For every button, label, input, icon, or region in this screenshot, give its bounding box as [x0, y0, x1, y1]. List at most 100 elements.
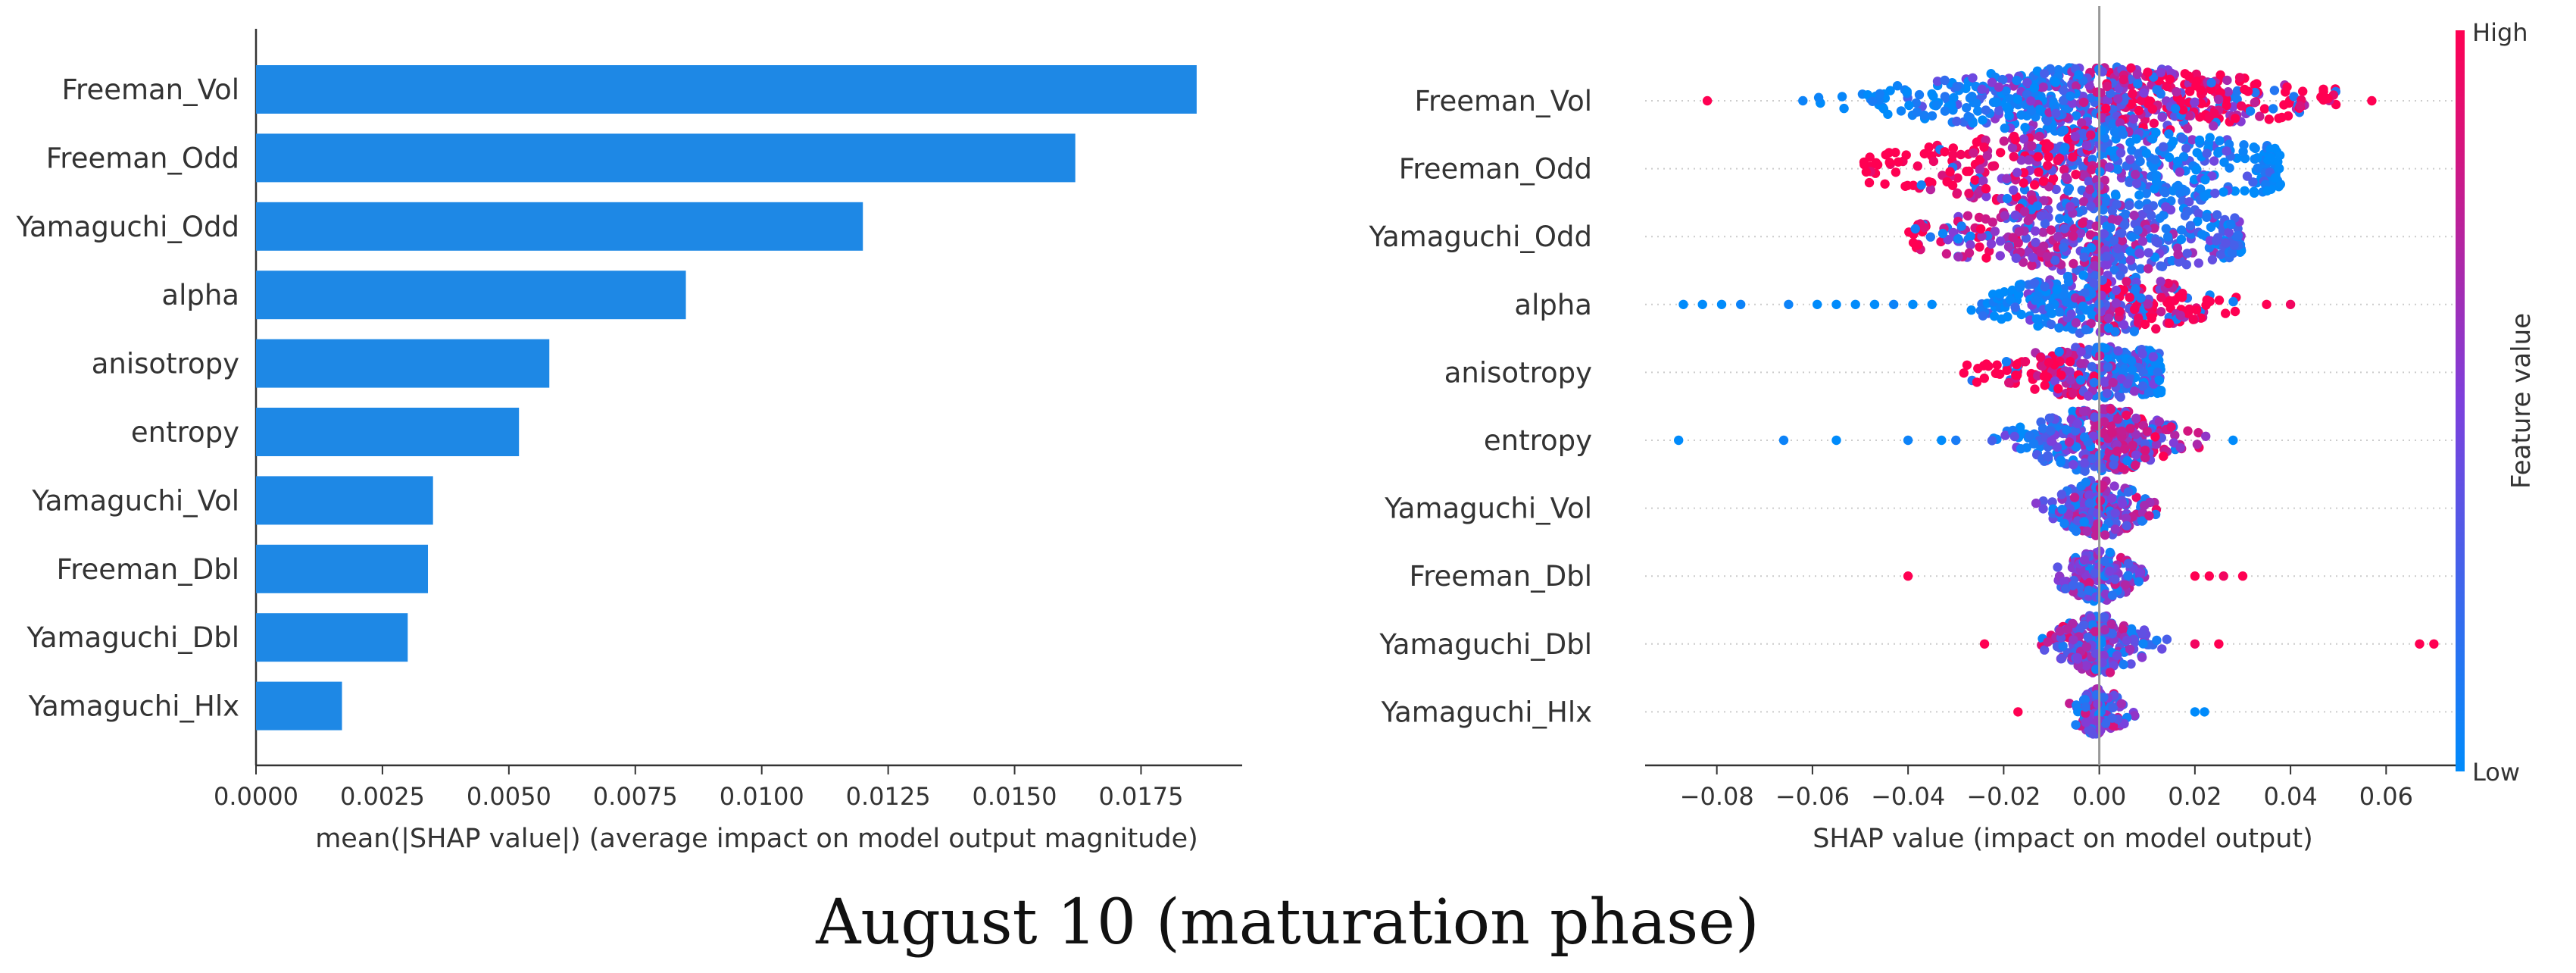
shap-point: [2065, 202, 2075, 211]
shap-point: [2283, 111, 2293, 121]
shap-point: [2115, 148, 2126, 158]
shap-point: [2107, 214, 2117, 224]
shap-point: [2164, 129, 2174, 139]
shap-point: [2019, 206, 2030, 217]
shap-point: [2031, 237, 2041, 248]
shap-point: [2129, 327, 2139, 336]
shap-point: [2100, 175, 2109, 186]
shap-point: [1962, 166, 1972, 177]
shap-point: [2068, 231, 2078, 241]
shap-point: [2065, 357, 2075, 367]
shap-point: [2133, 225, 2143, 235]
shap-point: [2059, 164, 2069, 175]
shap-point: [2295, 101, 2305, 111]
shap-point: [2077, 118, 2087, 128]
shap-point: [2054, 307, 2064, 317]
shap-point: [2164, 318, 2175, 328]
shap-point: [1937, 228, 1948, 239]
shap-point: [2106, 223, 2115, 233]
shap-point: [2076, 347, 2086, 357]
shap-point-outlier: [1697, 299, 1707, 309]
shap-point: [2126, 99, 2136, 109]
shap-point: [2176, 234, 2187, 245]
shap-point: [2012, 94, 2023, 105]
shap-point: [2051, 108, 2061, 118]
shap-point: [2138, 639, 2148, 649]
shap-point: [2078, 97, 2089, 108]
shap-point: [2156, 293, 2166, 302]
beeswarm-row-entropy: [1674, 403, 2238, 476]
shap-point: [1891, 167, 1901, 177]
shap-point: [2019, 257, 2028, 267]
shap-point: [2085, 184, 2095, 195]
shap-point: [2000, 124, 2009, 133]
shap-point: [2243, 86, 2253, 96]
shap-point: [2012, 75, 2022, 86]
shap-point-outlier: [2415, 639, 2425, 649]
shap-point: [2194, 208, 2203, 219]
shap-point-outlier: [1903, 571, 1913, 581]
shap-point: [2230, 114, 2240, 124]
shap-point-outlier: [2200, 707, 2209, 717]
beeswarm-row-anisotropy: [1959, 342, 2166, 402]
shap-point: [2102, 388, 2112, 399]
shap-point: [2079, 252, 2089, 262]
shap-point: [2028, 252, 2037, 262]
shap-point: [2012, 167, 2022, 177]
shap-point: [2055, 214, 2065, 224]
shap-point: [2104, 162, 2115, 172]
shap-point: [2137, 349, 2147, 359]
shap-point: [2154, 417, 2165, 427]
shap-point: [1924, 142, 1934, 152]
beeswarm-feature-label: anisotropy: [1444, 356, 1592, 389]
shap-point: [2112, 414, 2123, 424]
shap-point: [2125, 200, 2134, 210]
shap-point: [1975, 164, 1984, 175]
shap-point: [2151, 236, 2161, 247]
shap-point: [2245, 106, 2256, 116]
shap-point-outlier: [1813, 299, 1822, 309]
shap-point: [2250, 188, 2259, 198]
beeswarm-x-tick-label: −0.06: [1775, 782, 1850, 811]
shap-point: [1864, 177, 1875, 188]
shap-point: [2210, 188, 2220, 199]
bar-category-label: entropy: [131, 416, 239, 449]
shap-point: [2040, 218, 2050, 229]
shap-point: [2118, 499, 2128, 509]
shap-point: [2125, 293, 2134, 302]
shap-point: [2112, 650, 2122, 661]
shap-point: [2161, 224, 2171, 233]
shap-point: [1949, 92, 1959, 103]
shap-point: [2093, 715, 2103, 725]
shap-point: [2117, 236, 2127, 246]
shap-point: [2162, 634, 2172, 644]
shap-point: [2103, 362, 2113, 372]
shap-point: [2234, 73, 2245, 83]
shap-point: [2069, 493, 2080, 502]
shap-point-outlier: [2190, 639, 2200, 649]
shap-point: [2109, 236, 2119, 246]
shap-point: [2050, 77, 2061, 88]
shap-point: [2227, 248, 2237, 258]
shap-point-outlier: [2367, 95, 2377, 106]
shap-point: [2121, 513, 2131, 524]
shap-point: [2089, 278, 2099, 288]
shap-point: [2123, 571, 2133, 580]
shap-point: [2059, 289, 2069, 299]
shap-point: [1970, 175, 1980, 185]
shap-point: [2181, 143, 2191, 153]
shap-point: [2058, 641, 2068, 651]
shap-point: [2059, 242, 2069, 252]
shap-point: [2038, 177, 2048, 186]
shap-point: [2153, 368, 2162, 377]
shap-point: [2194, 135, 2205, 145]
shap-point: [1953, 234, 1963, 244]
shap-point: [1986, 239, 1997, 249]
shap-point: [2034, 105, 2044, 114]
shap-point: [1924, 177, 1934, 186]
shap-point: [2011, 370, 2021, 380]
shap-point: [2156, 89, 2165, 99]
shap-point-outlier: [1908, 299, 1918, 309]
shap-point: [2157, 261, 2168, 271]
shap-point: [2109, 265, 2119, 275]
